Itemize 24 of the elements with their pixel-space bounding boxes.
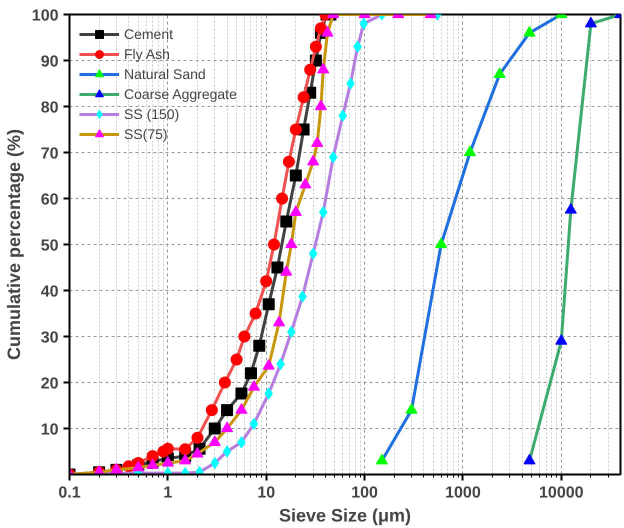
- x-axis-title: Sieve Size (μm): [278, 506, 412, 526]
- x-tick-label: 100: [351, 484, 378, 502]
- y-tick-label: 50: [40, 238, 59, 254]
- legend-label: Cement: [124, 26, 174, 42]
- x-tick-label: 10: [257, 484, 276, 502]
- y-axis-title: Cumulative percentage (%): [4, 128, 24, 360]
- x-tick-label: 1: [163, 484, 172, 502]
- legend-label: SS(75): [124, 126, 168, 142]
- legend-label: Fly Ash: [124, 46, 170, 62]
- y-tick-label: 80: [40, 100, 59, 116]
- legend-label: Natural Sand: [124, 66, 206, 82]
- x-tick-label: 0.1: [58, 484, 81, 502]
- x-tick-label: 1000: [445, 484, 481, 502]
- legend-label: SS (150): [124, 106, 180, 122]
- y-tick-label: 90: [40, 54, 59, 70]
- y-tick-label: 40: [40, 284, 59, 300]
- y-tick-label: 30: [40, 330, 59, 346]
- y-tick-label: 100: [32, 8, 59, 24]
- legend-label: Coarse Aggregate: [124, 86, 237, 102]
- y-tick-label: 70: [40, 146, 59, 162]
- y-tick-label: 20: [40, 376, 59, 392]
- x-tick-label: 10000: [539, 484, 584, 502]
- y-tick-label: 10: [40, 422, 59, 438]
- y-tick-label: 60: [40, 192, 59, 208]
